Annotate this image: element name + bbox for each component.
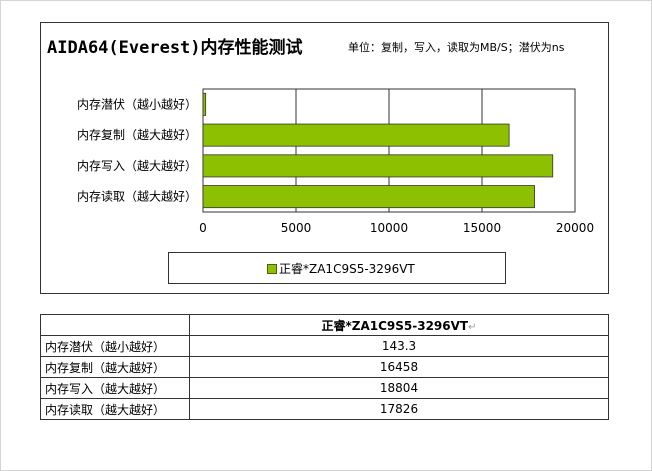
table-header-label: 正睿*ZA1C9S5-3296VT: [321, 318, 469, 333]
y-category-label: 内存复制（越大越好）: [77, 128, 197, 142]
data-table: 正睿*ZA1C9S5-3296VT↵ 内存潜伏（越小越好） 143.3 内存复制…: [40, 314, 609, 420]
bar: [202, 123, 510, 147]
x-tick-label: 20000: [556, 221, 594, 235]
row-label: 内存读取（越大越好）: [40, 398, 190, 420]
row-value: 16458: [189, 356, 609, 378]
legend: 正睿*ZA1C9S5-3296VT: [168, 252, 506, 284]
y-category-label: 内存写入（越大越好）: [77, 159, 197, 173]
x-tick-label: 10000: [370, 221, 408, 235]
y-category-label: 内存读取（越大越好）: [77, 190, 197, 204]
row-value: 17826: [189, 398, 609, 420]
bar: [202, 185, 535, 209]
x-tick-label: 0: [199, 221, 207, 235]
table-row: 内存写入（越大越好） 18804: [40, 377, 609, 399]
y-category-label: 内存潜伏（越小越好）: [77, 97, 197, 111]
table-header-row: 正睿*ZA1C9S5-3296VT↵: [40, 314, 609, 336]
chart-frame: AIDA64(Everest)内存性能测试 单位：复制，写入，读取为MB/S；潜…: [40, 22, 609, 294]
legend-label: 正睿*ZA1C9S5-3296VT: [279, 262, 415, 276]
row-label: 内存潜伏（越小越好）: [40, 335, 190, 357]
table-row: 内存复制（越大越好） 16458: [40, 356, 609, 378]
row-value: 143.3: [189, 335, 609, 357]
legend-swatch: [267, 264, 277, 274]
x-tick-label: 5000: [281, 221, 312, 235]
return-mark: ↵: [468, 321, 477, 333]
bar: [202, 92, 207, 116]
row-label: 内存写入（越大越好）: [40, 377, 190, 399]
bar: [202, 154, 554, 178]
x-tick-label: 15000: [463, 221, 501, 235]
row-value: 18804: [189, 377, 609, 399]
table-row: 内存读取（越大越好） 17826: [40, 398, 609, 420]
row-label: 内存复制（越大越好）: [40, 356, 190, 378]
chart-subtitle: 单位：复制，写入，读取为MB/S；潜伏为ns: [348, 41, 565, 54]
table-row: 内存潜伏（越小越好） 143.3: [40, 335, 609, 357]
table-corner-cell: [40, 314, 190, 336]
chart-title: AIDA64(Everest)内存性能测试: [47, 38, 303, 58]
table-header-cell: 正睿*ZA1C9S5-3296VT↵: [189, 314, 609, 336]
bar-chart: 0 5000 10000 15000 20000 内存潜伏（越小越好） 内存复制（越大越好）…: [77, 88, 594, 235]
